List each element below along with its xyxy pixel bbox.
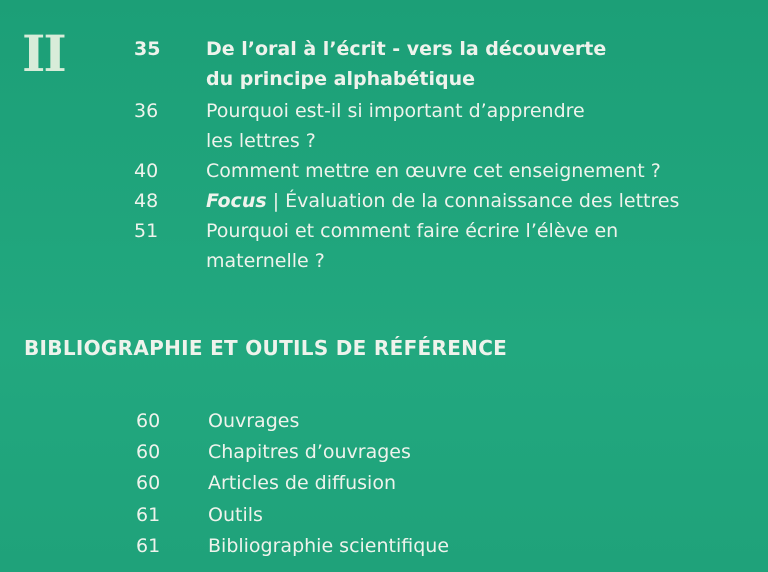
entry-title: Outils bbox=[208, 504, 263, 526]
biblio-entry: 60 Ouvrages bbox=[136, 406, 299, 436]
page-number: 51 bbox=[134, 220, 159, 242]
section-number: II bbox=[22, 24, 67, 83]
entry-title: De l’oral à l’écrit - vers la découverte… bbox=[206, 38, 607, 90]
toc-entry: 48 Focus | Évaluation de la connaissance … bbox=[134, 186, 679, 216]
entry-title: Chapitres d’ouvrages bbox=[208, 441, 411, 463]
page-number: 61 bbox=[136, 535, 161, 557]
biblio-entry: 60 Chapitres d’ouvrages bbox=[136, 437, 411, 467]
toc-entry: 35 De l’oral à l’écrit - vers la découver… bbox=[134, 34, 606, 94]
biblio-heading: BIBLIOGRAPHIE ET OUTILS DE RÉFÉRENCE bbox=[24, 336, 508, 360]
focus-label: Focus bbox=[206, 190, 267, 212]
page-number: 40 bbox=[134, 160, 159, 182]
biblio-entry: 61 Bibliographie scientifique bbox=[136, 531, 449, 561]
entry-title: Pourquoi et comment faire écrire l’élève… bbox=[206, 220, 619, 272]
entry-title: Ouvrages bbox=[208, 410, 300, 432]
page-number: 61 bbox=[136, 504, 161, 526]
toc-entry: 40 Comment mettre en œuvre cet enseigneme… bbox=[134, 156, 661, 186]
biblio-entry: 60 Articles de diffusion bbox=[136, 468, 396, 498]
entry-title: | Évaluation de la connaissance des lett… bbox=[266, 190, 680, 212]
page-number: 60 bbox=[136, 472, 161, 494]
page-number: 60 bbox=[136, 410, 161, 432]
page-number: 48 bbox=[134, 190, 159, 212]
toc-entry: 36 Pourquoi est-il si important d’apprend… bbox=[134, 96, 585, 156]
page-number: 36 bbox=[134, 100, 159, 122]
biblio-entry: 61 Outils bbox=[136, 500, 263, 530]
page-number: 35 bbox=[134, 38, 161, 60]
entry-title: Comment mettre en œuvre cet enseignement… bbox=[206, 160, 661, 182]
page-number: 60 bbox=[136, 441, 161, 463]
entry-title: Articles de diffusion bbox=[208, 472, 396, 494]
entry-title: Pourquoi est-il si important d’apprendre… bbox=[206, 100, 585, 152]
toc-entry: 51 Pourquoi et comment faire écrire l’élè… bbox=[134, 216, 618, 276]
entry-title: Bibliographie scientifique bbox=[208, 535, 450, 557]
